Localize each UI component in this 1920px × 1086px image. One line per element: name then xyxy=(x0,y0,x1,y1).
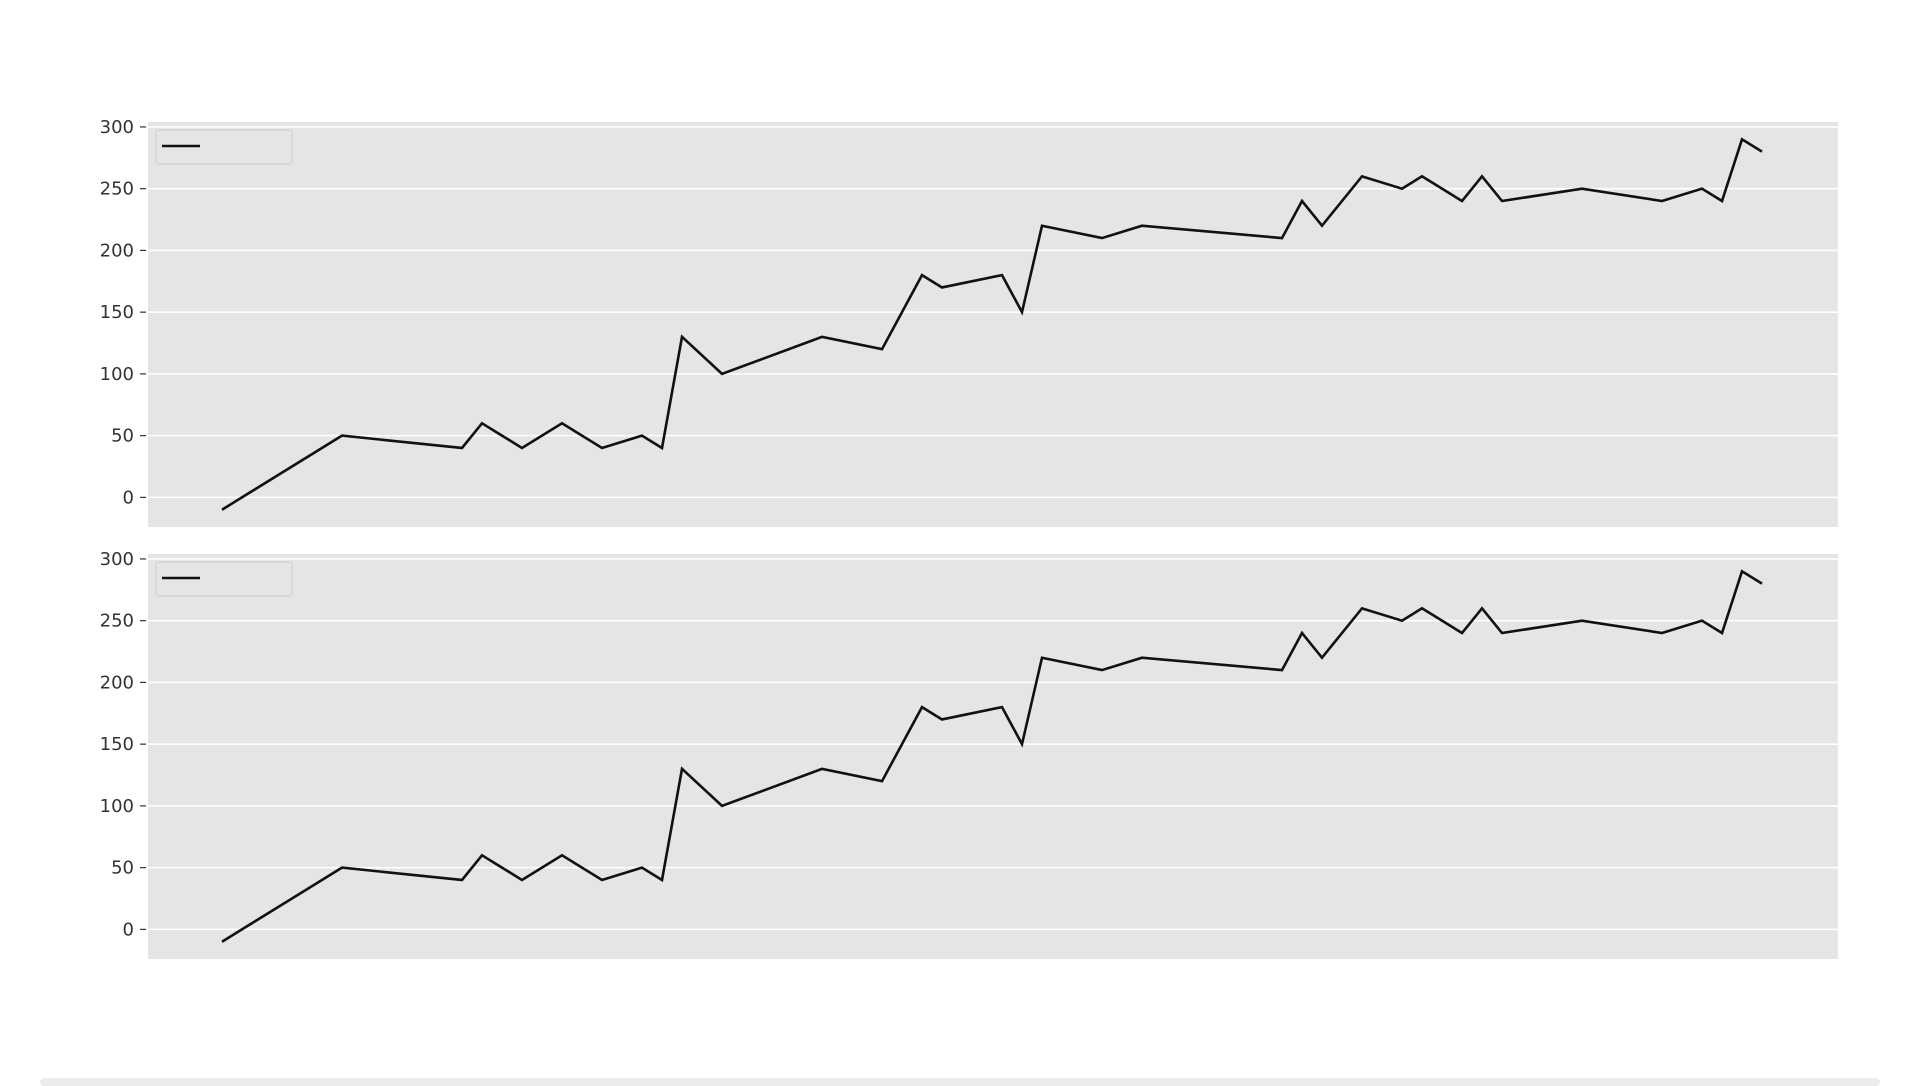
plot-area xyxy=(148,122,1838,527)
legend-box xyxy=(155,561,293,597)
tick-label-y-50: 50 xyxy=(111,426,134,447)
series-line-1 xyxy=(221,569,1763,943)
tick-label-y-250: 250 xyxy=(100,611,134,632)
legend-box xyxy=(155,129,293,165)
chart-panel-2: 0 50 100 150 200 250 300 xyxy=(100,549,1838,959)
tick-label-y-0: 0 xyxy=(123,487,134,508)
tick-label-y-250: 250 xyxy=(100,179,134,200)
tick-label-y-100: 100 xyxy=(100,796,134,817)
tick-label-y-0: 0 xyxy=(123,919,134,940)
tick-label-y-100: 100 xyxy=(100,364,134,385)
bottom-edge xyxy=(40,1078,1880,1086)
tick-label-y-200: 200 xyxy=(100,672,134,693)
tick-label-y-150: 150 xyxy=(100,302,134,323)
series-line-1 xyxy=(221,137,1763,511)
tick-label-y-150: 150 xyxy=(100,734,134,755)
tick-label-y-50: 50 xyxy=(111,858,134,879)
tick-label-y-300: 300 xyxy=(100,549,134,570)
tick-label-y-300: 300 xyxy=(100,117,134,138)
tick-label-y-200: 200 xyxy=(100,240,134,261)
chart-panel-1: 0 50 100 150 200 250 300 xyxy=(100,117,1838,527)
plot-area xyxy=(148,554,1838,959)
